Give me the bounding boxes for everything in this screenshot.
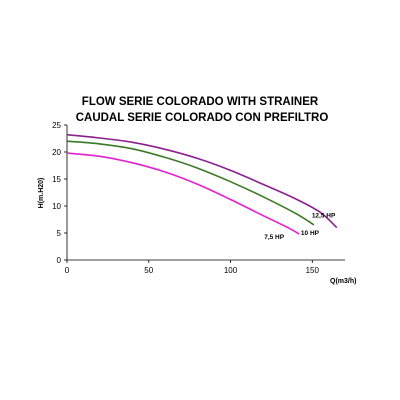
- x-tick-label: 0: [65, 266, 70, 275]
- y-tick-label: 10: [52, 202, 61, 211]
- x-tick-label: 150: [306, 266, 320, 275]
- axes: [64, 124, 345, 263]
- series-line-1: [66, 140, 315, 226]
- y-tick-label: 20: [52, 148, 61, 157]
- x-axis-label: Q(m3/h): [330, 278, 356, 285]
- x-tick-label: 50: [144, 266, 153, 275]
- y-tick-label: 5: [57, 229, 62, 238]
- series-label-2: 7,5 HP: [264, 234, 285, 241]
- series-label-1: 10 HP: [301, 230, 320, 237]
- chart-subtitle: CAUDAL SERIE COLORADO CON PREFILTRO: [76, 112, 329, 124]
- series-label-0: 12,5 HP: [312, 213, 336, 220]
- y-tick-label: 25: [52, 121, 61, 130]
- y-axis-label: H(m.H20): [38, 178, 45, 209]
- tick-labels: 0 5 10 15 20 25 0 50 100 150: [52, 121, 319, 275]
- y-tick-label: 0: [57, 256, 62, 265]
- series-lines: [66, 133, 338, 235]
- chart-title: FLOW SERIE COLORADO WITH STRAINER: [82, 96, 319, 108]
- y-tick-label: 15: [52, 175, 61, 184]
- series-line-0: [66, 133, 338, 229]
- series-labels: 12,5 HP 10 HP 7,5 HP: [264, 213, 336, 241]
- series-line-2: [66, 152, 300, 235]
- x-tick-label: 100: [224, 266, 238, 275]
